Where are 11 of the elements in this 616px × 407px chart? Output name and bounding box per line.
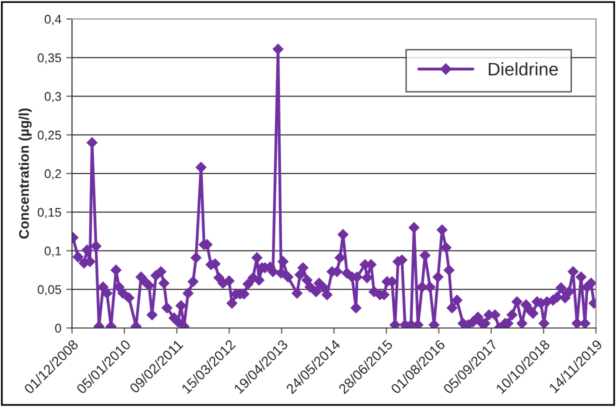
y-tick-label: 0,05: [38, 285, 62, 296]
y-tick-label: 0,3: [44, 92, 62, 102]
y-tick-label: 0: [55, 324, 62, 333]
y-tick-label: 0,35: [38, 53, 62, 64]
y-axis-title: Concentration (µg/l): [18, 108, 32, 239]
y-tick-label: 0,25: [38, 130, 62, 142]
y-tick-label: 0,4: [44, 14, 62, 26]
legend-label: Dieldrine: [488, 62, 558, 76]
y-tick-label: 0,1: [44, 246, 61, 257]
y-tick-label: 0,15: [38, 208, 62, 218]
y-tick-label: 0,2: [44, 169, 61, 180]
